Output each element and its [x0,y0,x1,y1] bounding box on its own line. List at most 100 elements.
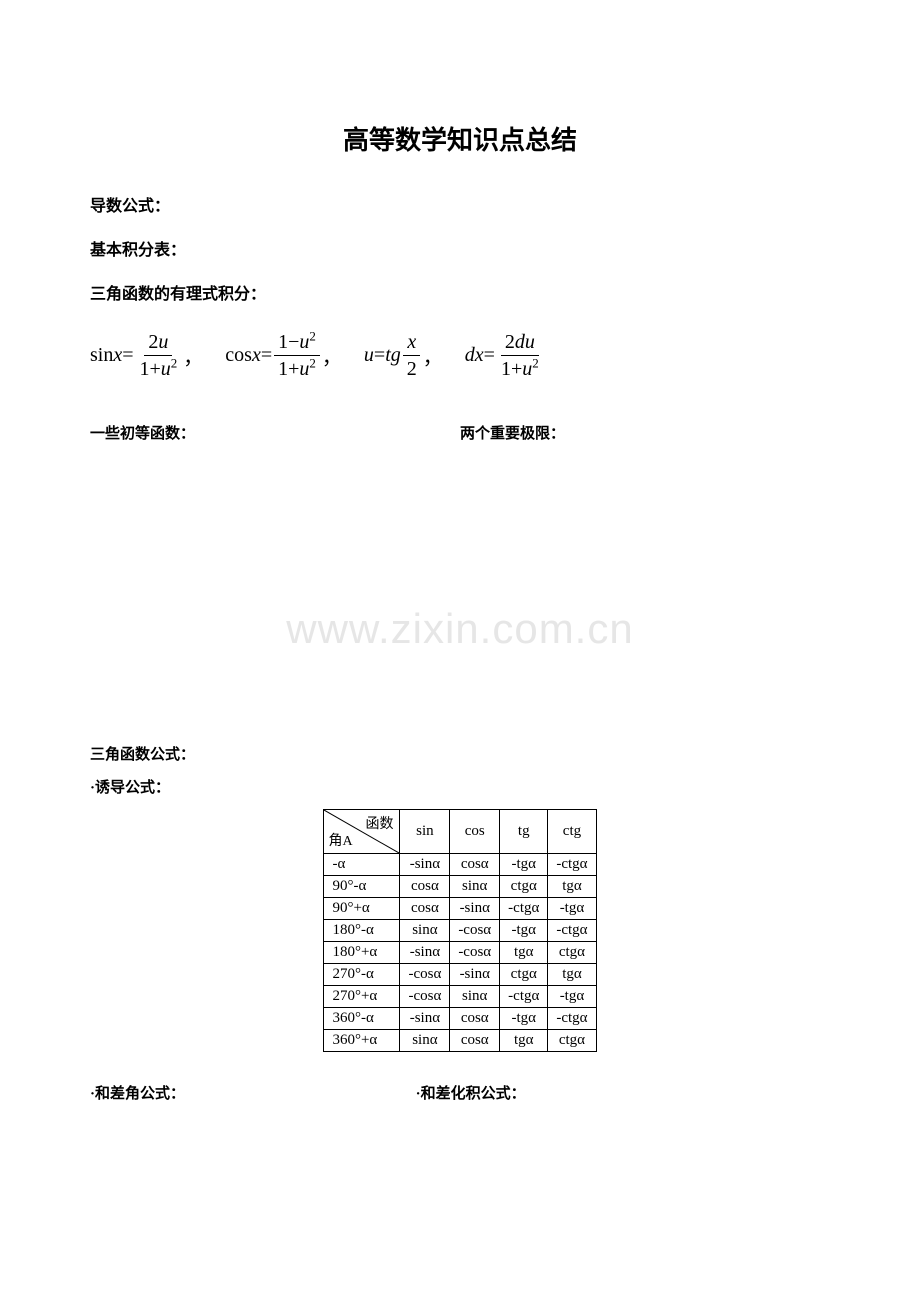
denominator: 1+u2 [274,356,320,382]
denominator: 2 [403,356,421,382]
table-cell: tgα [548,876,596,898]
table-row: 90°-α cosα sinα ctgα tgα [324,876,596,898]
table-cell: -ctgα [548,920,596,942]
heading-elementary-functions: 一些初等函数： [90,422,460,443]
heading-integral: 基本积分表： [90,236,830,260]
formula-row: sinx = 2u 1+u2 ， cosx = 1−u2 1+u2 ， u = … [90,329,830,382]
table-cell: 180°-α [324,920,400,942]
equals: = [374,344,385,367]
heading-sum-diff-angle: ·和差角公式： [90,1082,416,1103]
heading-sum-diff-product: ·和差化积公式： [416,1082,526,1103]
comma: ， [322,341,342,370]
table-cell: cosα [450,1008,500,1030]
table-cell: -sinα [450,964,500,986]
denominator: 1+u2 [136,356,182,382]
table-cell: 270°-α [324,964,400,986]
table-cell: -tgα [500,1008,548,1030]
table-row: 360°-α -sinα cosα -tgα -ctgα [324,1008,596,1030]
table-cell: ctgα [500,876,548,898]
table-cell: -tgα [548,898,596,920]
comma: ， [423,341,443,370]
bottom-two-column-headings: ·和差角公式： ·和差化积公式： [90,1082,830,1103]
table-cell: cosα [450,854,500,876]
table-cell: -α [324,854,400,876]
diag-top-label: 函数 [365,813,393,833]
table-cell: -ctgα [548,854,596,876]
table-row: -α -sinα cosα -tgα -ctgα [324,854,596,876]
cos-label: cos [225,344,252,367]
table-header: tg [500,810,548,854]
table-cell: 90°+α [324,898,400,920]
table-cell: cosα [400,898,450,920]
table-row: 180°-α sinα -cosα -tgα -ctgα [324,920,596,942]
numerator: 1−u2 [274,329,320,356]
table-cell: -ctgα [548,1008,596,1030]
table-cell: -sinα [450,898,500,920]
table-cell: -cosα [450,920,500,942]
comma: ， [183,341,203,370]
x-var: x [113,344,122,367]
table-cell: -tgα [500,920,548,942]
table-cell: -sinα [400,942,450,964]
table-cell: -ctgα [500,986,548,1008]
heading-trig-rational: 三角函数的有理式积分： [90,280,830,304]
formula-sinx: sinx = 2u 1+u2 ， [90,329,203,382]
table-cell: sinα [450,986,500,1008]
equals: = [261,344,272,367]
table-cell: -tgα [548,986,596,1008]
table-cell: tgα [500,1030,548,1052]
numerator: 2u [144,329,172,356]
formula-dx: dx = 2du 1+u2 [465,329,545,382]
u-var: u [364,344,374,367]
table-cell: ctgα [548,1030,596,1052]
heading-induction: ·诱导公式： [90,776,830,797]
table-cell: -ctgα [500,898,548,920]
heading-derivative: 导数公式： [90,192,830,216]
two-column-headings: 一些初等函数： 两个重要极限： [90,422,830,443]
table-cell: -cosα [400,986,450,1008]
table-cell: -sinα [400,1008,450,1030]
table-cell: 270°+α [324,986,400,1008]
table-cell: cosα [400,876,450,898]
numerator: x [403,329,420,356]
table-cell: -tgα [500,854,548,876]
denominator: 1+u2 [497,356,543,382]
table-cell: sinα [400,1030,450,1052]
numerator: 2du [501,329,539,356]
table-header: ctg [548,810,596,854]
tg-label: tg [385,344,401,367]
equals: = [484,344,495,367]
table-cell: 360°-α [324,1008,400,1030]
equals: = [122,344,133,367]
table-cell: -cosα [450,942,500,964]
table-cell: sinα [450,876,500,898]
dx-label: dx [465,344,484,367]
table-cell: tgα [548,964,596,986]
table-cell: 180°+α [324,942,400,964]
table-row: 270°-α -cosα -sinα ctgα tgα [324,964,596,986]
table-cell: sinα [400,920,450,942]
table-body: -α -sinα cosα -tgα -ctgα 90°-α cosα sinα… [324,854,596,1052]
fraction-x2: x 2 [403,329,421,382]
table-wrapper: 函数 角A sin cos tg ctg -α -sinα cosα -tgα … [90,809,830,1052]
table-cell: ctgα [500,964,548,986]
table-cell: 90°-α [324,876,400,898]
sin-label: sin [90,344,113,367]
table-cell: ctgα [548,942,596,964]
table-header: sin [400,810,450,854]
heading-trig-formulas: 三角函数公式： [90,743,830,764]
fraction-cos: 1−u2 1+u2 [274,329,320,382]
document-title: 高等数学知识点总结 [90,120,830,157]
fraction-sin: 2u 1+u2 [136,329,182,382]
table-header-diagonal: 函数 角A [324,810,400,854]
table-row: 270°+α -cosα sinα -ctgα -tgα [324,986,596,1008]
empty-spacer [90,453,830,733]
table-header-row: 函数 角A sin cos tg ctg [324,810,596,854]
table-cell: -sinα [400,854,450,876]
heading-two-limits: 两个重要极限： [460,422,830,443]
table-row: 180°+α -sinα -cosα tgα ctgα [324,942,596,964]
table-cell: cosα [450,1030,500,1052]
fraction-dx: 2du 1+u2 [497,329,543,382]
formula-cosx: cosx = 1−u2 1+u2 ， [225,329,342,382]
table-cell: -cosα [400,964,450,986]
